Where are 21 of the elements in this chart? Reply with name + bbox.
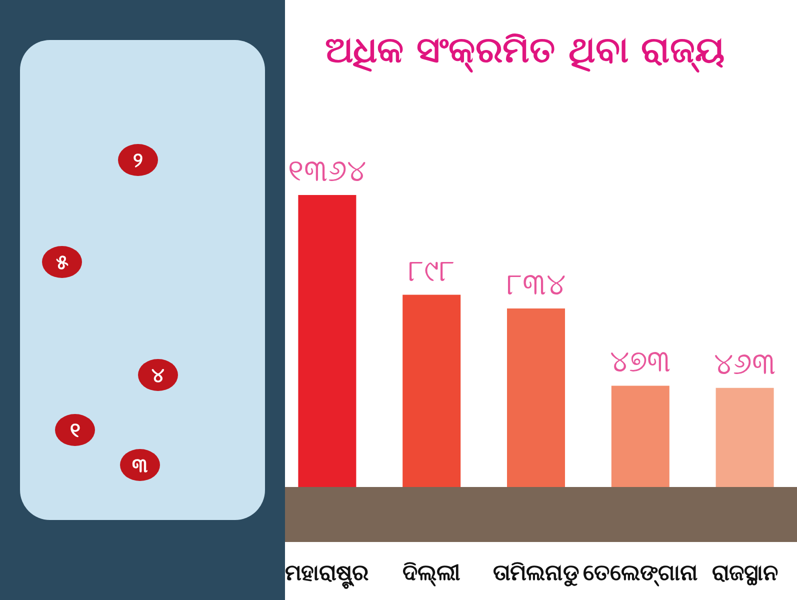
x-tick-label: ମହାରାଷ୍ଟ୍ର <box>285 561 370 589</box>
bar <box>298 195 356 487</box>
text: ୧ <box>70 418 80 442</box>
bar <box>716 388 774 487</box>
x-tick-label: ଦିଲ୍ଲୀ <box>402 561 461 587</box>
data-label: ୪୭୩ <box>610 344 671 380</box>
bar <box>611 386 670 487</box>
text: ୩ <box>132 453 148 477</box>
x-tick-label: ରାଜସ୍ଥାନ <box>712 561 778 586</box>
text: ୪ <box>152 363 164 387</box>
bar <box>507 308 565 487</box>
x-tick-label: ତେଲେଙ୍ଗାନା <box>582 561 698 587</box>
bar <box>402 294 461 487</box>
data-label: ୮୯୮ <box>408 254 456 289</box>
text: ୫ <box>56 250 69 274</box>
text: ୨ <box>133 148 143 172</box>
data-label: ୧୩୬୪ <box>288 154 366 189</box>
chart-title: ଅଧିକ ସଂକ୍ରମିତ ଥିବା ରାଜ୍ୟ <box>325 30 725 73</box>
x-tick-label: ତାମିଲନାଡୁ <box>493 561 579 587</box>
data-label: ୮୩୪ <box>506 267 566 302</box>
data-label: ୪୬୩ <box>714 346 776 382</box>
